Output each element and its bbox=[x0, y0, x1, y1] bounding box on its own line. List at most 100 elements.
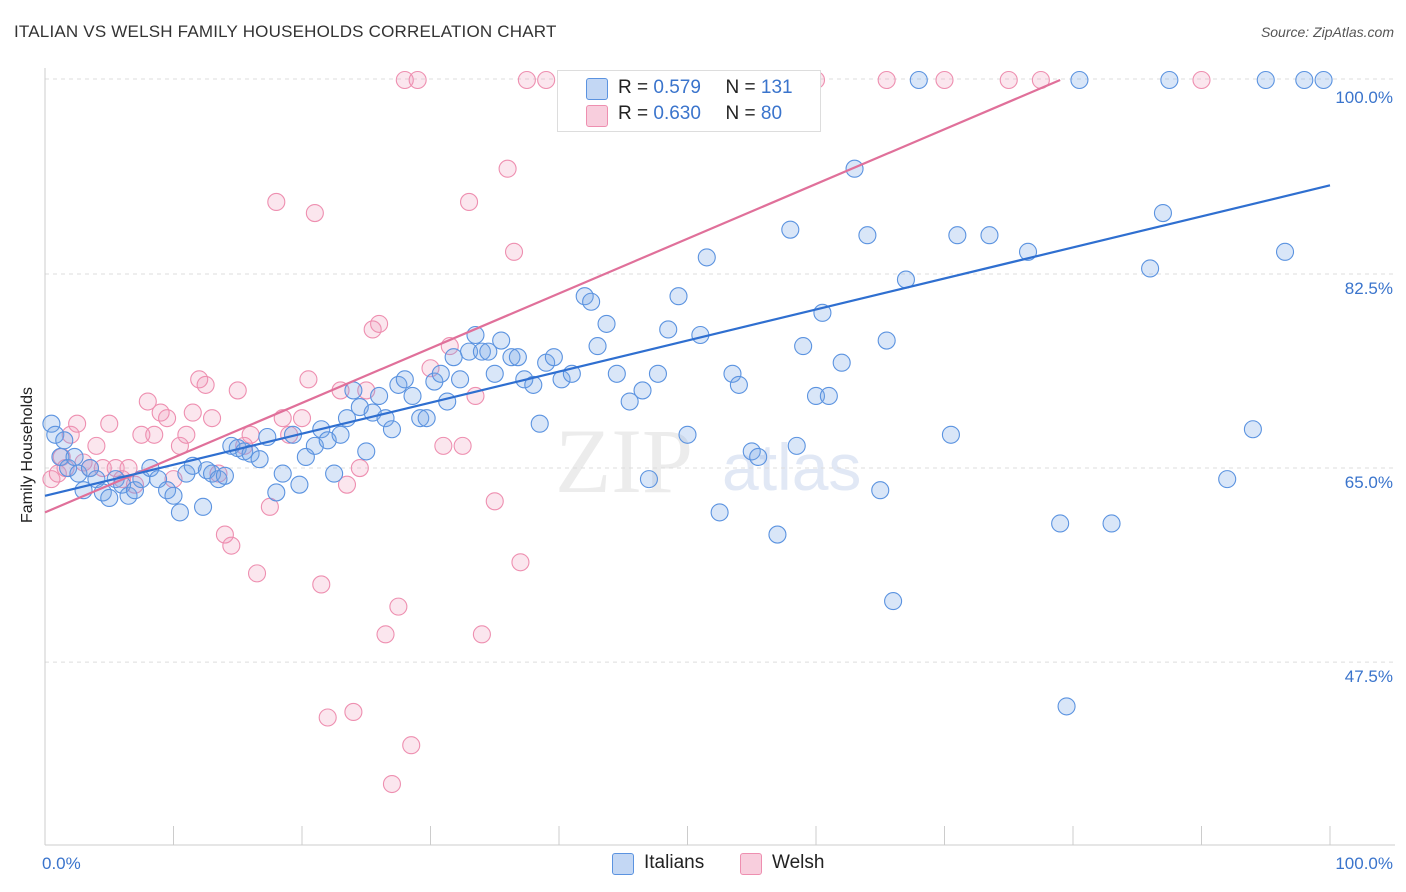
welsh-n-value: 80 bbox=[760, 103, 783, 124]
italians-point bbox=[170, 503, 189, 522]
italians-point bbox=[1141, 259, 1160, 278]
italians-legend-label: Italians bbox=[644, 852, 705, 873]
italians-point bbox=[273, 464, 292, 483]
welsh-point bbox=[517, 70, 536, 90]
welsh-point bbox=[408, 70, 427, 90]
welsh-point bbox=[999, 70, 1018, 90]
italians-point bbox=[451, 370, 470, 389]
welsh-point bbox=[395, 70, 414, 90]
italians-point bbox=[729, 375, 748, 394]
italians-point bbox=[858, 226, 877, 245]
welsh-point bbox=[453, 436, 472, 455]
italians-point bbox=[417, 409, 436, 428]
italians-point bbox=[607, 364, 626, 383]
italians-point bbox=[325, 464, 344, 483]
welsh-point bbox=[370, 314, 389, 333]
italians-point bbox=[768, 525, 787, 544]
axes bbox=[44, 68, 1395, 846]
welsh-point bbox=[305, 203, 324, 223]
italians-point bbox=[819, 386, 838, 406]
italians-point bbox=[485, 364, 504, 383]
italians-point bbox=[55, 431, 74, 450]
italians-point bbox=[544, 348, 563, 367]
welsh-point bbox=[537, 70, 556, 90]
italians-point bbox=[1160, 70, 1179, 90]
italians-point bbox=[492, 331, 511, 350]
italians-point bbox=[710, 503, 729, 522]
trend-lines bbox=[44, 78, 1331, 514]
chart-title: ITALIAN VS WELSH FAMILY HOUSEHOLDS CORRE… bbox=[14, 22, 557, 41]
welsh-stats: R = 0.630 N = 80 bbox=[618, 103, 782, 125]
welsh-point bbox=[215, 525, 234, 544]
italians-point bbox=[524, 375, 543, 394]
italians-point bbox=[909, 70, 928, 90]
welsh-point bbox=[177, 425, 196, 444]
welsh-r-value: 0.630 bbox=[653, 103, 701, 124]
italians-point bbox=[1275, 242, 1295, 261]
italians-swatch bbox=[586, 78, 608, 100]
italians-legend-swatch bbox=[612, 853, 634, 875]
welsh-points bbox=[42, 70, 1211, 794]
welsh-point bbox=[132, 425, 151, 444]
welsh-point bbox=[228, 381, 247, 400]
x-tick-label: 100.0% bbox=[1335, 854, 1393, 873]
watermark: ZIP atlas bbox=[555, 410, 861, 512]
y-axis-label: Family Households bbox=[19, 386, 36, 524]
italians-point bbox=[582, 292, 601, 311]
italians-point bbox=[948, 226, 967, 245]
italians-point bbox=[125, 481, 144, 500]
n-label: N = bbox=[725, 103, 756, 124]
italians-point bbox=[164, 486, 183, 505]
italians-point bbox=[1057, 697, 1076, 716]
italians-point bbox=[479, 342, 498, 361]
italians-point bbox=[194, 497, 213, 516]
welsh-point bbox=[312, 575, 331, 594]
italians-point bbox=[403, 386, 422, 406]
italians-point bbox=[884, 592, 903, 611]
welsh-point bbox=[196, 375, 215, 394]
italians-point bbox=[1153, 203, 1172, 223]
italians-point bbox=[267, 483, 286, 502]
welsh-point bbox=[472, 625, 491, 644]
welsh-point bbox=[935, 70, 954, 90]
welsh-point bbox=[459, 192, 479, 212]
y-tick-label: 65.0% bbox=[1345, 473, 1393, 492]
y-tick-label: 82.5% bbox=[1345, 279, 1393, 298]
italians-point bbox=[42, 414, 61, 433]
italians-point bbox=[431, 364, 450, 383]
italians-point bbox=[678, 425, 697, 444]
italians-point bbox=[806, 386, 826, 406]
welsh-point bbox=[376, 625, 395, 644]
italians-point bbox=[502, 348, 521, 367]
italians-r-value: 0.579 bbox=[653, 77, 701, 98]
welsh-point bbox=[87, 436, 106, 455]
y-tick-label: 47.5% bbox=[1345, 667, 1393, 686]
italians-point bbox=[669, 287, 688, 306]
italians-point bbox=[1051, 514, 1070, 533]
watermark-zip: ZIP bbox=[555, 410, 693, 512]
welsh-point bbox=[421, 359, 440, 378]
r-label: R = bbox=[618, 77, 649, 98]
italians-point bbox=[215, 466, 234, 485]
italians-point bbox=[530, 414, 549, 433]
italians-point bbox=[588, 337, 607, 356]
welsh-point bbox=[504, 242, 524, 261]
n-label: N = bbox=[725, 77, 756, 98]
italians-point bbox=[1218, 470, 1237, 489]
italians-point bbox=[620, 392, 639, 411]
italians-point bbox=[1295, 70, 1314, 90]
welsh-point bbox=[292, 409, 312, 428]
italians-point bbox=[648, 364, 667, 383]
welsh-point bbox=[877, 70, 896, 90]
welsh-point bbox=[100, 414, 119, 433]
italians-point bbox=[832, 353, 851, 372]
welsh-point bbox=[222, 536, 241, 555]
italians-point bbox=[781, 220, 800, 239]
italians-point bbox=[1314, 70, 1333, 90]
italians-point bbox=[1243, 420, 1262, 439]
welsh-point bbox=[318, 708, 337, 727]
welsh-point bbox=[241, 425, 260, 444]
welsh-point bbox=[93, 458, 112, 478]
stats-legend: R = 0.579 N = 131 R = 0.630 N = 80 bbox=[557, 70, 821, 132]
